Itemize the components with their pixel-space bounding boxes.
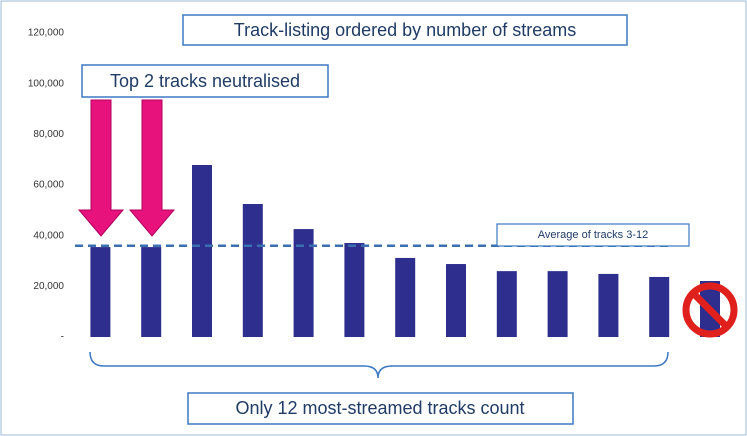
chart-title: Track-listing ordered by number of strea… bbox=[234, 20, 576, 40]
annotation-box bbox=[81, 64, 329, 98]
y-tick-label: 40,000 bbox=[33, 230, 64, 241]
average-label: Average of tracks 3-12 bbox=[538, 229, 648, 241]
y-tick-label: 80,000 bbox=[33, 129, 64, 140]
no-entry-icon bbox=[691, 291, 729, 329]
marks: - 20,000 40,000 60,000 80,000 100,000 120,000 A… bbox=[28, 28, 738, 343]
arrow bbox=[77, 99, 176, 237]
average-label-box bbox=[496, 223, 690, 247]
bar bbox=[598, 273, 619, 337]
y-tick-label: 60,000 bbox=[33, 180, 64, 191]
bar bbox=[293, 229, 314, 337]
y-tick-label: 100,000 bbox=[28, 78, 65, 89]
no-entry-icon bbox=[682, 282, 738, 338]
bar bbox=[90, 247, 111, 337]
bar bbox=[344, 243, 365, 337]
annotation: Only 12 most-streamed tracks count bbox=[235, 398, 524, 418]
bar bbox=[192, 164, 212, 337]
annotation-box bbox=[187, 392, 574, 425]
y-tick-label: 120,000 bbox=[28, 28, 65, 39]
annotation: Top 2 tracks neutralised bbox=[110, 71, 300, 91]
title-box bbox=[182, 14, 628, 46]
bar bbox=[395, 257, 416, 337]
bar bbox=[547, 271, 568, 337]
bar bbox=[242, 204, 263, 337]
bracket bbox=[89, 351, 669, 379]
bar bbox=[446, 264, 466, 337]
y-tick-label: 20,000 bbox=[33, 281, 64, 292]
y-tick-label: - bbox=[61, 332, 64, 343]
bar bbox=[496, 271, 517, 337]
bar bbox=[649, 276, 670, 337]
bar bbox=[141, 247, 162, 337]
